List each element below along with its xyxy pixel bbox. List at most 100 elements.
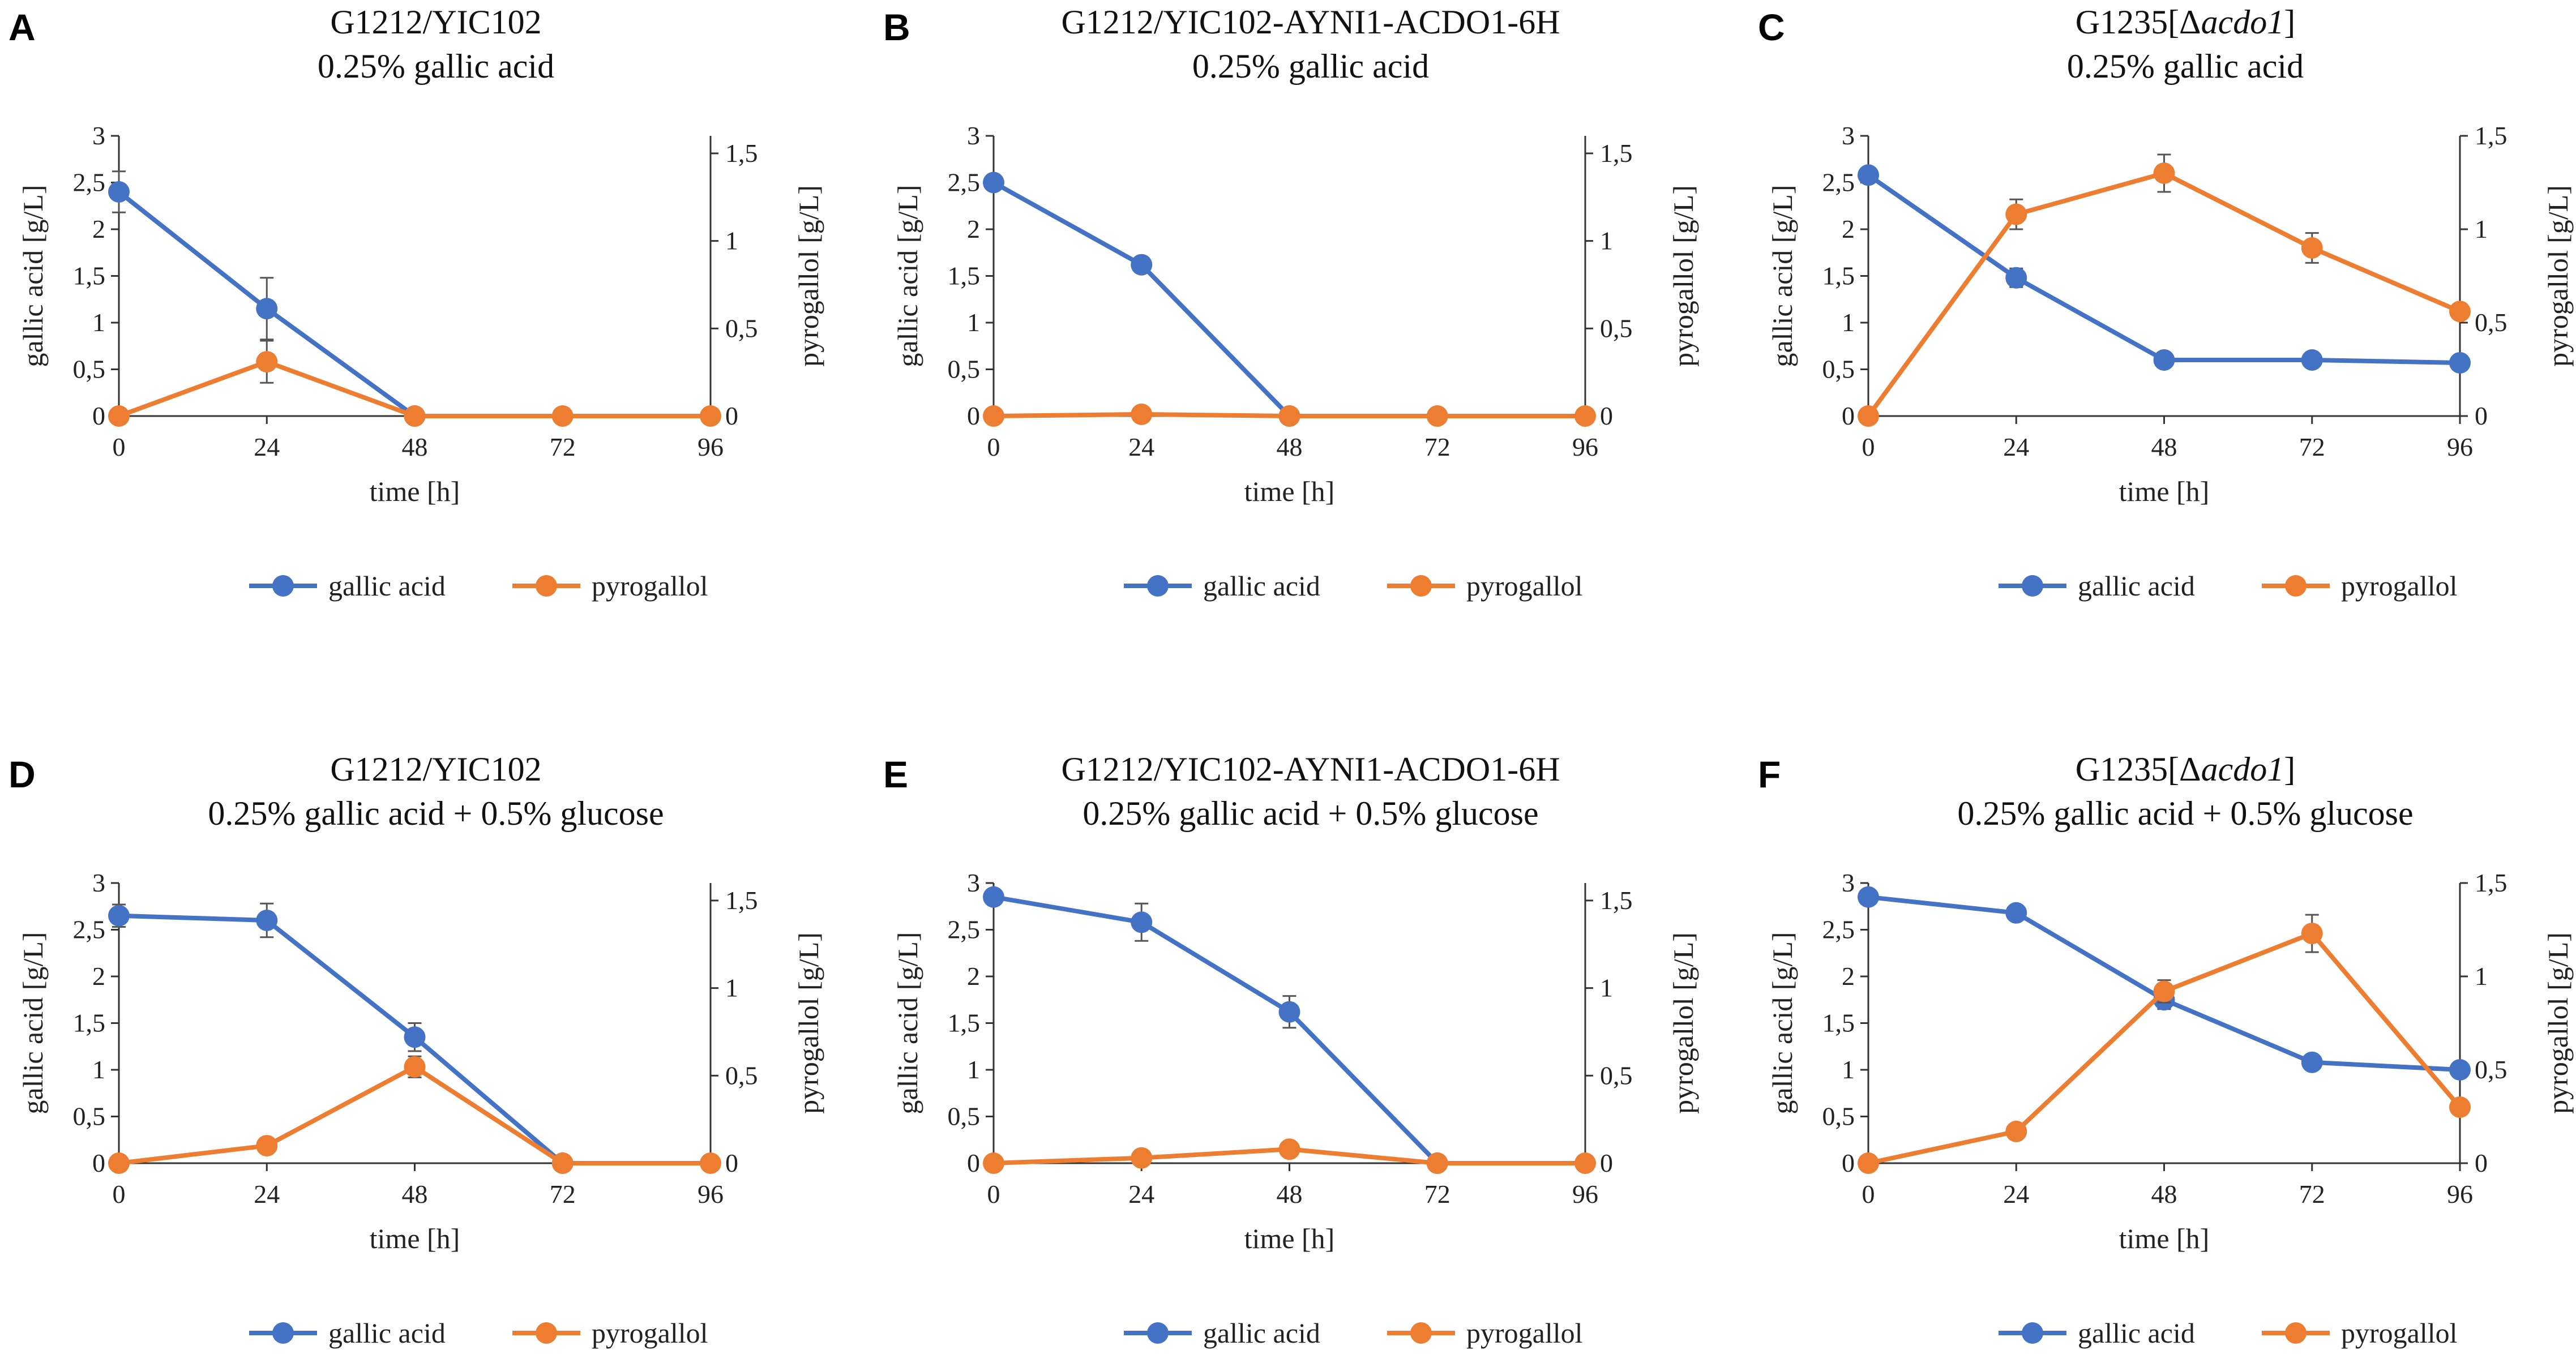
- data-point-gallic-acid: [2449, 1059, 2471, 1081]
- data-point-pyrogallol: [2301, 923, 2323, 945]
- y-tick-label: 1: [1842, 1055, 1855, 1084]
- legend-item: pyrogallol: [512, 1317, 708, 1349]
- x-tick-label: 48: [402, 432, 428, 461]
- panel-letter: D: [8, 753, 36, 795]
- y2-tick-label: 1: [2475, 962, 2488, 991]
- y2-tick-label: 0,5: [1600, 314, 1633, 342]
- legend-swatch-marker: [272, 575, 294, 597]
- legend-label: gallic acid: [328, 570, 446, 602]
- legend-swatch-marker: [536, 575, 557, 597]
- legend-item: gallic acid: [1124, 1317, 1320, 1349]
- x-tick-label: 24: [1128, 1180, 1154, 1208]
- y2-tick-label: 0: [725, 1148, 738, 1177]
- legend-swatch-marker: [2022, 1322, 2043, 1344]
- y-tick-label: 2,5: [1822, 168, 1855, 197]
- data-point-gallic-acid: [1131, 254, 1153, 276]
- y-tick-label: 0,5: [948, 1102, 981, 1131]
- legend-label: gallic acid: [1203, 1317, 1320, 1349]
- data-point-pyrogallol: [1426, 1152, 1448, 1174]
- legend-label: gallic acid: [2078, 1317, 2195, 1349]
- legend-swatch-marker: [1410, 575, 1432, 597]
- panel-letter: A: [8, 6, 36, 48]
- chart-panel-c: C G1235[Δacdo1] 0.25% gallic acid 0 0,5 1 1,5 2…: [1758, 0, 2576, 611]
- y-tick-label: 0,5: [1822, 1102, 1855, 1131]
- legend-swatch-marker: [2022, 575, 2043, 597]
- chart-title-line2: 0.25% gallic acid: [1192, 48, 1430, 85]
- y2-tick-label: 1,5: [2475, 121, 2507, 150]
- data-point-gallic-acid: [983, 172, 1004, 194]
- data-point-pyrogallol: [551, 405, 574, 427]
- series-line-pyrogallol: [1868, 931, 2462, 1165]
- y-tick-label: 3: [1842, 121, 1855, 150]
- legend-label: pyrogallol: [2341, 570, 2458, 602]
- chart-title-line2: 0.25% gallic acid: [2066, 48, 2304, 85]
- y-tick-label: 3: [1842, 868, 1855, 897]
- y2-tick-label: 0: [1600, 401, 1613, 430]
- y-tick-label: 2,5: [948, 915, 981, 944]
- panel-letter: B: [883, 6, 910, 48]
- y-tick-label: 1,5: [1822, 1009, 1855, 1038]
- y-tick-label: 0,5: [73, 355, 106, 384]
- data-point-pyrogallol: [1278, 1138, 1300, 1160]
- legend-item: gallic acid: [249, 570, 446, 602]
- y-axis-title: gallic acid [g/L]: [17, 185, 49, 367]
- y-tick-label: 0: [967, 1148, 980, 1177]
- x-tick-label: 24: [2003, 1180, 2029, 1208]
- y-tick-label: 3: [92, 121, 105, 150]
- legend-item: pyrogallol: [1387, 570, 1583, 602]
- data-point-gallic-acid: [2005, 267, 2027, 289]
- data-point-pyrogallol: [256, 1135, 278, 1157]
- y2-tick-label: 0: [1600, 1148, 1613, 1177]
- legend-label: gallic acid: [2078, 570, 2195, 602]
- x-tick-label: 48: [1277, 1180, 1303, 1208]
- data-point-gallic-acid: [2301, 1051, 2323, 1073]
- y2-axis-title: pyrogallol [g/L]: [1667, 185, 1699, 367]
- y-tick-label: 1,5: [1822, 262, 1855, 290]
- x-tick-label: 0: [987, 1180, 1000, 1208]
- data-point-pyrogallol: [2301, 237, 2323, 259]
- y2-tick-label: 1: [725, 226, 738, 255]
- chart-title-line1: G1235[Δacdo1]: [2075, 751, 2296, 788]
- chart-title-line1: G1212/YIC102-AYNI1-ACDO1-6H: [1061, 751, 1560, 788]
- y-tick-label: 2: [967, 215, 980, 243]
- y2-tick-label: 0,5: [725, 314, 758, 342]
- chart-title-line1: G1235[Δacdo1]: [2075, 3, 2296, 41]
- y-tick-label: 0: [92, 401, 105, 430]
- x-tick-label: 72: [2299, 1180, 2325, 1208]
- data-point-pyrogallol: [2005, 1120, 2027, 1142]
- chart-panel-d: D G1212/YIC102 0.25% gallic acid + 0.5% gl…: [8, 747, 861, 1358]
- data-point-pyrogallol: [700, 405, 721, 427]
- panel-letter: F: [1758, 753, 1781, 795]
- y-tick-label: 1: [92, 1055, 105, 1084]
- data-point-pyrogallol: [700, 1152, 721, 1174]
- data-point-pyrogallol: [1131, 1147, 1153, 1169]
- data-point-pyrogallol: [404, 405, 426, 427]
- x-axis-title: time [h]: [1244, 475, 1335, 507]
- y2-tick-label: 0,5: [2475, 1055, 2507, 1084]
- data-point-gallic-acid: [2449, 352, 2471, 374]
- x-tick-label: 96: [1572, 432, 1598, 461]
- chart-title-line1: G1212/YIC102: [330, 3, 542, 41]
- y2-tick-label: 0: [2475, 1148, 2488, 1177]
- legend-item: gallic acid: [1124, 570, 1320, 602]
- y-tick-label: 0: [967, 401, 980, 430]
- legend-item: gallic acid: [1999, 1317, 2195, 1349]
- x-tick-label: 24: [254, 1180, 280, 1208]
- y-tick-label: 2: [1842, 962, 1855, 991]
- y2-tick-label: 0,5: [725, 1061, 758, 1090]
- data-point-pyrogallol: [108, 405, 130, 427]
- chart-svg: 0 0,5 1 1,5 2 2,5 3 0 0,5 1 1,5 0 24 48 72 96 time [h] ga…: [892, 121, 1699, 602]
- data-point-pyrogallol: [1574, 405, 1596, 427]
- y-tick-label: 0,5: [73, 1102, 106, 1131]
- x-tick-label: 96: [2447, 1180, 2473, 1208]
- data-point-pyrogallol: [1131, 403, 1153, 425]
- y2-axis-title: pyrogallol [g/L]: [1667, 932, 1699, 1114]
- data-point-gallic-acid: [108, 905, 130, 927]
- data-point-gallic-acid: [108, 181, 130, 203]
- y-tick-label: 1,5: [73, 262, 106, 290]
- y-tick-label: 0,5: [1822, 355, 1855, 384]
- data-point-pyrogallol: [256, 351, 278, 373]
- x-tick-label: 0: [1862, 432, 1875, 461]
- x-tick-label: 0: [113, 1180, 126, 1208]
- data-point-gallic-acid: [1858, 164, 1879, 186]
